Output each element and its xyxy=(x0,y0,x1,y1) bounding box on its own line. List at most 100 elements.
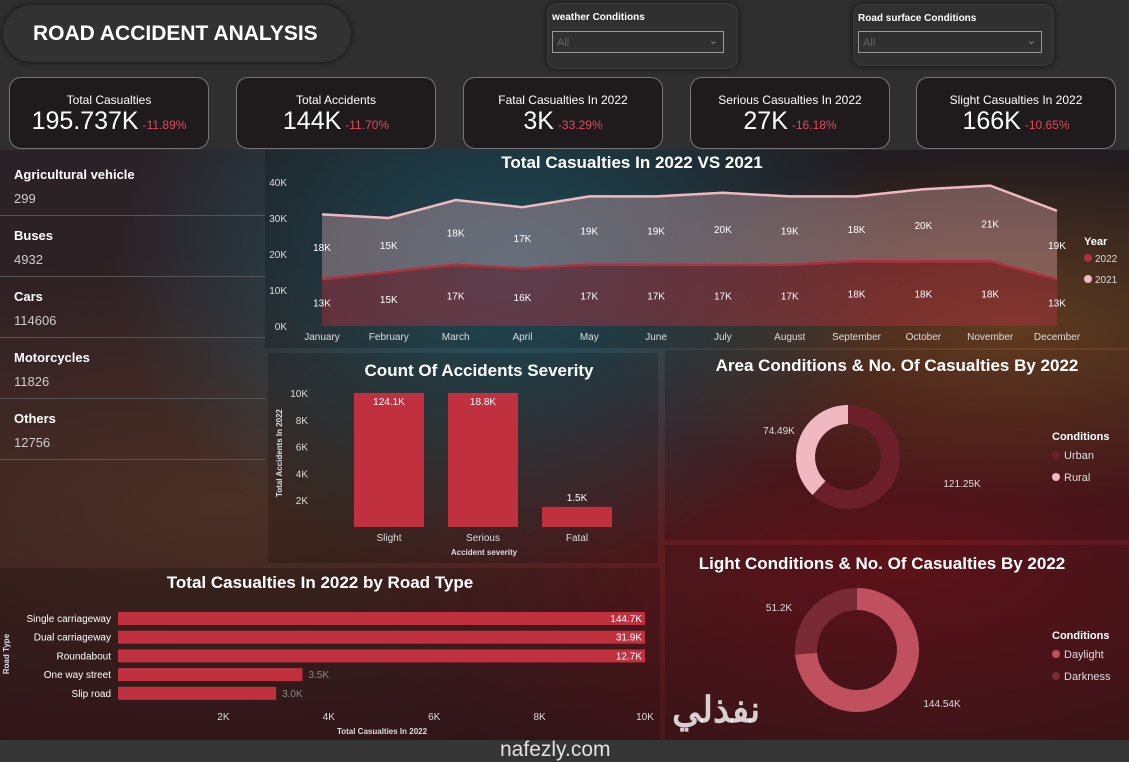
vehicle-item: Cars 114606 xyxy=(0,277,265,338)
vehicle-item: Buses 4932 xyxy=(0,216,265,277)
x-tick-label: November xyxy=(967,332,1014,343)
area-conditions-donut: Area Conditions & No. Of Casualties By 2… xyxy=(665,350,1129,540)
data-label: 74.49K xyxy=(763,426,795,437)
y-tick-label: 8K xyxy=(296,416,309,427)
x-tick-label: January xyxy=(304,332,340,343)
x-tick-label: September xyxy=(832,332,882,343)
kpi-label: Slight Casualties In 2022 xyxy=(949,93,1083,107)
data-label: 1.5K xyxy=(567,493,588,504)
x-tick-label: July xyxy=(714,332,732,343)
road-surface-dropdown[interactable]: All ⌄ xyxy=(858,31,1042,53)
y-tick-label: 40K xyxy=(269,178,287,189)
y-tick-label: Dual carriageway xyxy=(34,633,111,644)
road-type-bar-chart: Total Casualties In 2022 by Road Type Si… xyxy=(0,568,660,740)
chevron-down-icon: ⌄ xyxy=(708,35,718,47)
vehicle-item: Agricultural vehicle 299 xyxy=(0,155,265,216)
x-tick-label: Fatal xyxy=(566,533,588,544)
vehicle-type-list: Agricultural vehicle 299 Buses 4932 Cars 1146… xyxy=(0,155,265,460)
x-tick-label: August xyxy=(774,332,805,343)
bar-road-type xyxy=(118,612,645,625)
legend-marker xyxy=(1052,451,1060,459)
data-label: 31.9K xyxy=(616,633,642,644)
vehicle-count: 12756 xyxy=(14,435,51,450)
weather-conditions-slicer[interactable]: weather Conditions All ⌄ xyxy=(547,3,738,69)
y-tick-label: 10K xyxy=(269,286,287,297)
kpi-label: Serious Casualties In 2022 xyxy=(718,93,862,107)
casualties-line-chart: Total Casualties In 2022 VS 2021 0K 10K 20… xyxy=(265,150,1129,348)
bottom-bar xyxy=(0,740,1129,762)
kpi-card: Slight Casualties In 2022 166K -10.65% xyxy=(916,77,1116,149)
legend-label: 2022 xyxy=(1095,254,1118,265)
line-2021 xyxy=(321,184,1058,220)
x-tick-label: June xyxy=(645,332,667,343)
vehicle-item: Motorcycles 11826 xyxy=(0,338,265,399)
x-tick-label: April xyxy=(512,332,532,343)
vehicle-name: Cars xyxy=(14,289,43,304)
vehicle-count: 114606 xyxy=(14,313,57,328)
road-surface-slicer[interactable]: Road surface Conditions All ⌄ xyxy=(853,4,1054,66)
data-label-2022: 13K xyxy=(313,299,331,310)
y-tick-label: 30K xyxy=(269,214,287,225)
data-label-2022: 18K xyxy=(914,290,932,301)
vehicle-name: Others xyxy=(14,411,56,426)
chart-title: Total Casualties In 2022 VS 2021 xyxy=(501,153,763,172)
data-label-2022: 17K xyxy=(781,291,799,302)
x-tick-label: December xyxy=(1034,332,1081,343)
legend-label: Rural xyxy=(1064,472,1090,484)
legend-marker xyxy=(1084,254,1092,262)
data-label: 3.5K xyxy=(308,670,329,681)
data-label-2021: 19K xyxy=(647,227,665,238)
dropdown-value: All xyxy=(557,37,570,49)
data-label-2021: 19K xyxy=(580,227,598,238)
legend-label: 2021 xyxy=(1095,275,1118,286)
data-label-2021: 15K xyxy=(380,241,398,252)
bar-road-type xyxy=(118,649,645,663)
data-label-2021: 18K xyxy=(447,228,465,239)
bar-road-type xyxy=(118,668,303,682)
data-label-2021: 18K xyxy=(313,243,331,254)
legend-title: Conditions xyxy=(1052,431,1109,443)
y-axis-title: Road Type xyxy=(2,633,11,674)
data-label: 121.25K xyxy=(943,479,981,490)
y-tick-label: 2K xyxy=(296,496,309,507)
watermark-logo: نفذلي xyxy=(672,689,761,730)
y-tick-label: 0K xyxy=(275,322,288,333)
data-label-2021: 19K xyxy=(1048,241,1066,252)
kpi-value: 27K xyxy=(743,107,788,135)
data-label-2022: 17K xyxy=(580,291,598,302)
x-tick-label: May xyxy=(580,332,599,343)
kpi-delta: -11.70% xyxy=(345,118,390,132)
x-tick-label: March xyxy=(442,332,470,343)
slicer-label: Road surface Conditions xyxy=(858,13,977,24)
kpi-delta: -16.18% xyxy=(791,118,837,132)
kpi-card: Total Accidents 144K -11.70% xyxy=(236,77,436,149)
kpi-value: 166K xyxy=(962,107,1021,135)
weather-dropdown[interactable]: All ⌄ xyxy=(552,31,724,53)
watermark-url: nafezly.com xyxy=(500,738,611,761)
y-tick-label: 10K xyxy=(290,389,308,400)
x-tick-label: 4K xyxy=(323,712,336,723)
y-tick-label: Single carriageway xyxy=(27,614,112,625)
y-tick-label: Slip road xyxy=(72,689,111,700)
bar-road-type xyxy=(118,686,277,700)
data-label: 3.0K xyxy=(282,689,303,700)
donut-slice-darkness xyxy=(795,588,857,655)
kpi-card: Serious Casualties In 2022 27K -16.18% xyxy=(690,77,890,149)
x-tick-label: 2K xyxy=(217,712,230,723)
line-2022 xyxy=(321,259,1058,281)
slicer-label: weather Conditions xyxy=(552,12,645,23)
kpi-value: 195.737K xyxy=(31,107,139,135)
data-label-2021: 17K xyxy=(514,234,532,245)
kpi-value: 144K xyxy=(282,107,342,135)
x-tick-label: 10K xyxy=(636,712,654,723)
vehicle-count: 299 xyxy=(14,191,36,206)
x-tick-label: 8K xyxy=(533,712,546,723)
x-tick-label: Serious xyxy=(466,533,500,544)
data-label: 18.8K xyxy=(470,397,496,408)
chart-title: Light Conditions & No. Of Casualties By … xyxy=(698,554,1066,573)
legend-marker xyxy=(1084,275,1092,283)
bar-slight xyxy=(354,393,424,527)
x-axis-title: Accident severity xyxy=(451,548,518,557)
y-tick-label: Roundabout xyxy=(57,651,112,662)
data-label-2022: 17K xyxy=(714,291,732,302)
